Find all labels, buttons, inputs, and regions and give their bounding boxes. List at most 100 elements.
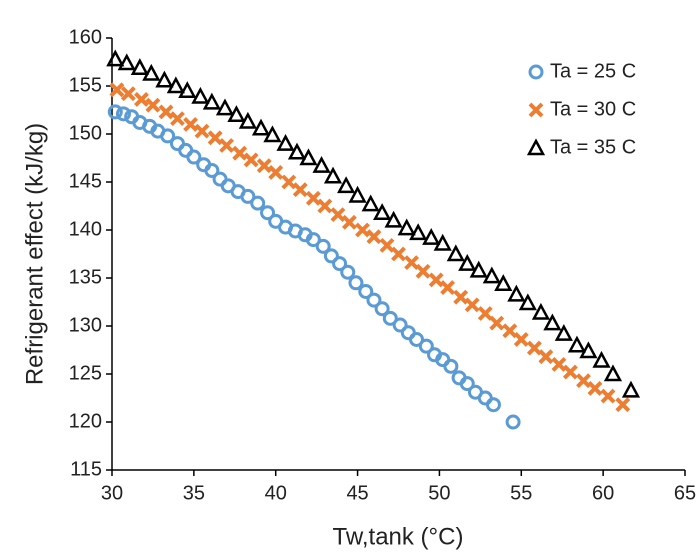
point (340, 264, 356, 280)
point (305, 190, 321, 206)
point (358, 283, 374, 299)
point (551, 356, 567, 372)
point (543, 313, 562, 331)
point (502, 323, 518, 339)
point (567, 335, 587, 353)
point (160, 128, 176, 144)
x-tick-label: 55 (510, 482, 532, 504)
point (391, 246, 406, 262)
point (459, 376, 475, 392)
point (251, 118, 271, 136)
point (134, 92, 149, 107)
point (592, 350, 611, 368)
point (106, 49, 125, 67)
point (600, 388, 616, 404)
y-tick-label: 160 (69, 26, 102, 48)
point (219, 138, 235, 153)
point (415, 263, 431, 279)
point (404, 255, 420, 271)
point (384, 210, 403, 228)
point (232, 145, 248, 161)
x-tick-label: 40 (265, 482, 287, 504)
point (587, 380, 603, 396)
point (397, 218, 416, 236)
y-tick-label: 125 (69, 362, 102, 384)
x-tick-label: 35 (183, 482, 205, 504)
point (538, 349, 554, 365)
point (305, 232, 321, 248)
point (299, 148, 318, 166)
point (227, 105, 246, 123)
point (323, 166, 343, 184)
legend-label: Ta = 25 C (550, 60, 636, 82)
point (170, 111, 185, 127)
point (348, 185, 367, 203)
point (526, 340, 542, 356)
point (142, 63, 161, 81)
point (256, 158, 272, 174)
point (348, 275, 364, 291)
point (382, 310, 398, 326)
legend-label: Ta = 30 C (550, 98, 636, 120)
point (621, 380, 641, 398)
point (366, 229, 382, 245)
point (166, 76, 185, 94)
point (355, 222, 370, 238)
point (109, 82, 125, 98)
point (440, 280, 456, 296)
point (374, 301, 390, 317)
point (204, 162, 220, 178)
point (250, 195, 266, 211)
point (494, 274, 513, 292)
point (562, 364, 578, 380)
point (373, 203, 392, 220)
point (443, 358, 459, 374)
point (155, 70, 174, 88)
point (276, 133, 295, 151)
point (482, 266, 501, 284)
point (615, 397, 631, 413)
point (453, 289, 469, 305)
point (477, 306, 493, 321)
legend-label: Ta = 35 C (550, 136, 636, 158)
point (194, 123, 210, 139)
y-tick-label: 135 (69, 266, 102, 288)
y-tick-label: 140 (69, 218, 102, 240)
point (469, 260, 488, 278)
point (464, 297, 480, 313)
point (263, 125, 282, 143)
point (341, 214, 357, 230)
point (507, 284, 526, 302)
point (330, 207, 346, 223)
point (178, 81, 197, 99)
point (418, 338, 434, 354)
point (268, 164, 284, 180)
point (107, 104, 123, 120)
point (240, 188, 256, 204)
point (433, 233, 452, 251)
point (366, 292, 382, 308)
point (409, 223, 428, 241)
point (379, 237, 395, 253)
x-tick-label: 45 (346, 482, 368, 504)
point (337, 176, 356, 194)
point (531, 302, 551, 320)
y-tick-label: 130 (69, 314, 102, 336)
x-tick-label: 30 (101, 482, 123, 504)
point (446, 244, 465, 262)
point (191, 86, 210, 104)
point (145, 97, 161, 113)
y-tick-label: 155 (69, 74, 102, 96)
point (115, 106, 131, 122)
legend-marker (528, 64, 544, 80)
y-tick-label: 150 (69, 122, 102, 144)
point (576, 373, 591, 389)
point (183, 116, 198, 132)
point (603, 364, 623, 382)
point (317, 198, 333, 214)
point (130, 58, 149, 76)
point (323, 248, 339, 264)
y-axis-title: Refrigerant effect (kJ/kg) (21, 123, 48, 385)
point (215, 98, 235, 116)
x-axis-title: Tw,tank (°C) (333, 523, 464, 550)
